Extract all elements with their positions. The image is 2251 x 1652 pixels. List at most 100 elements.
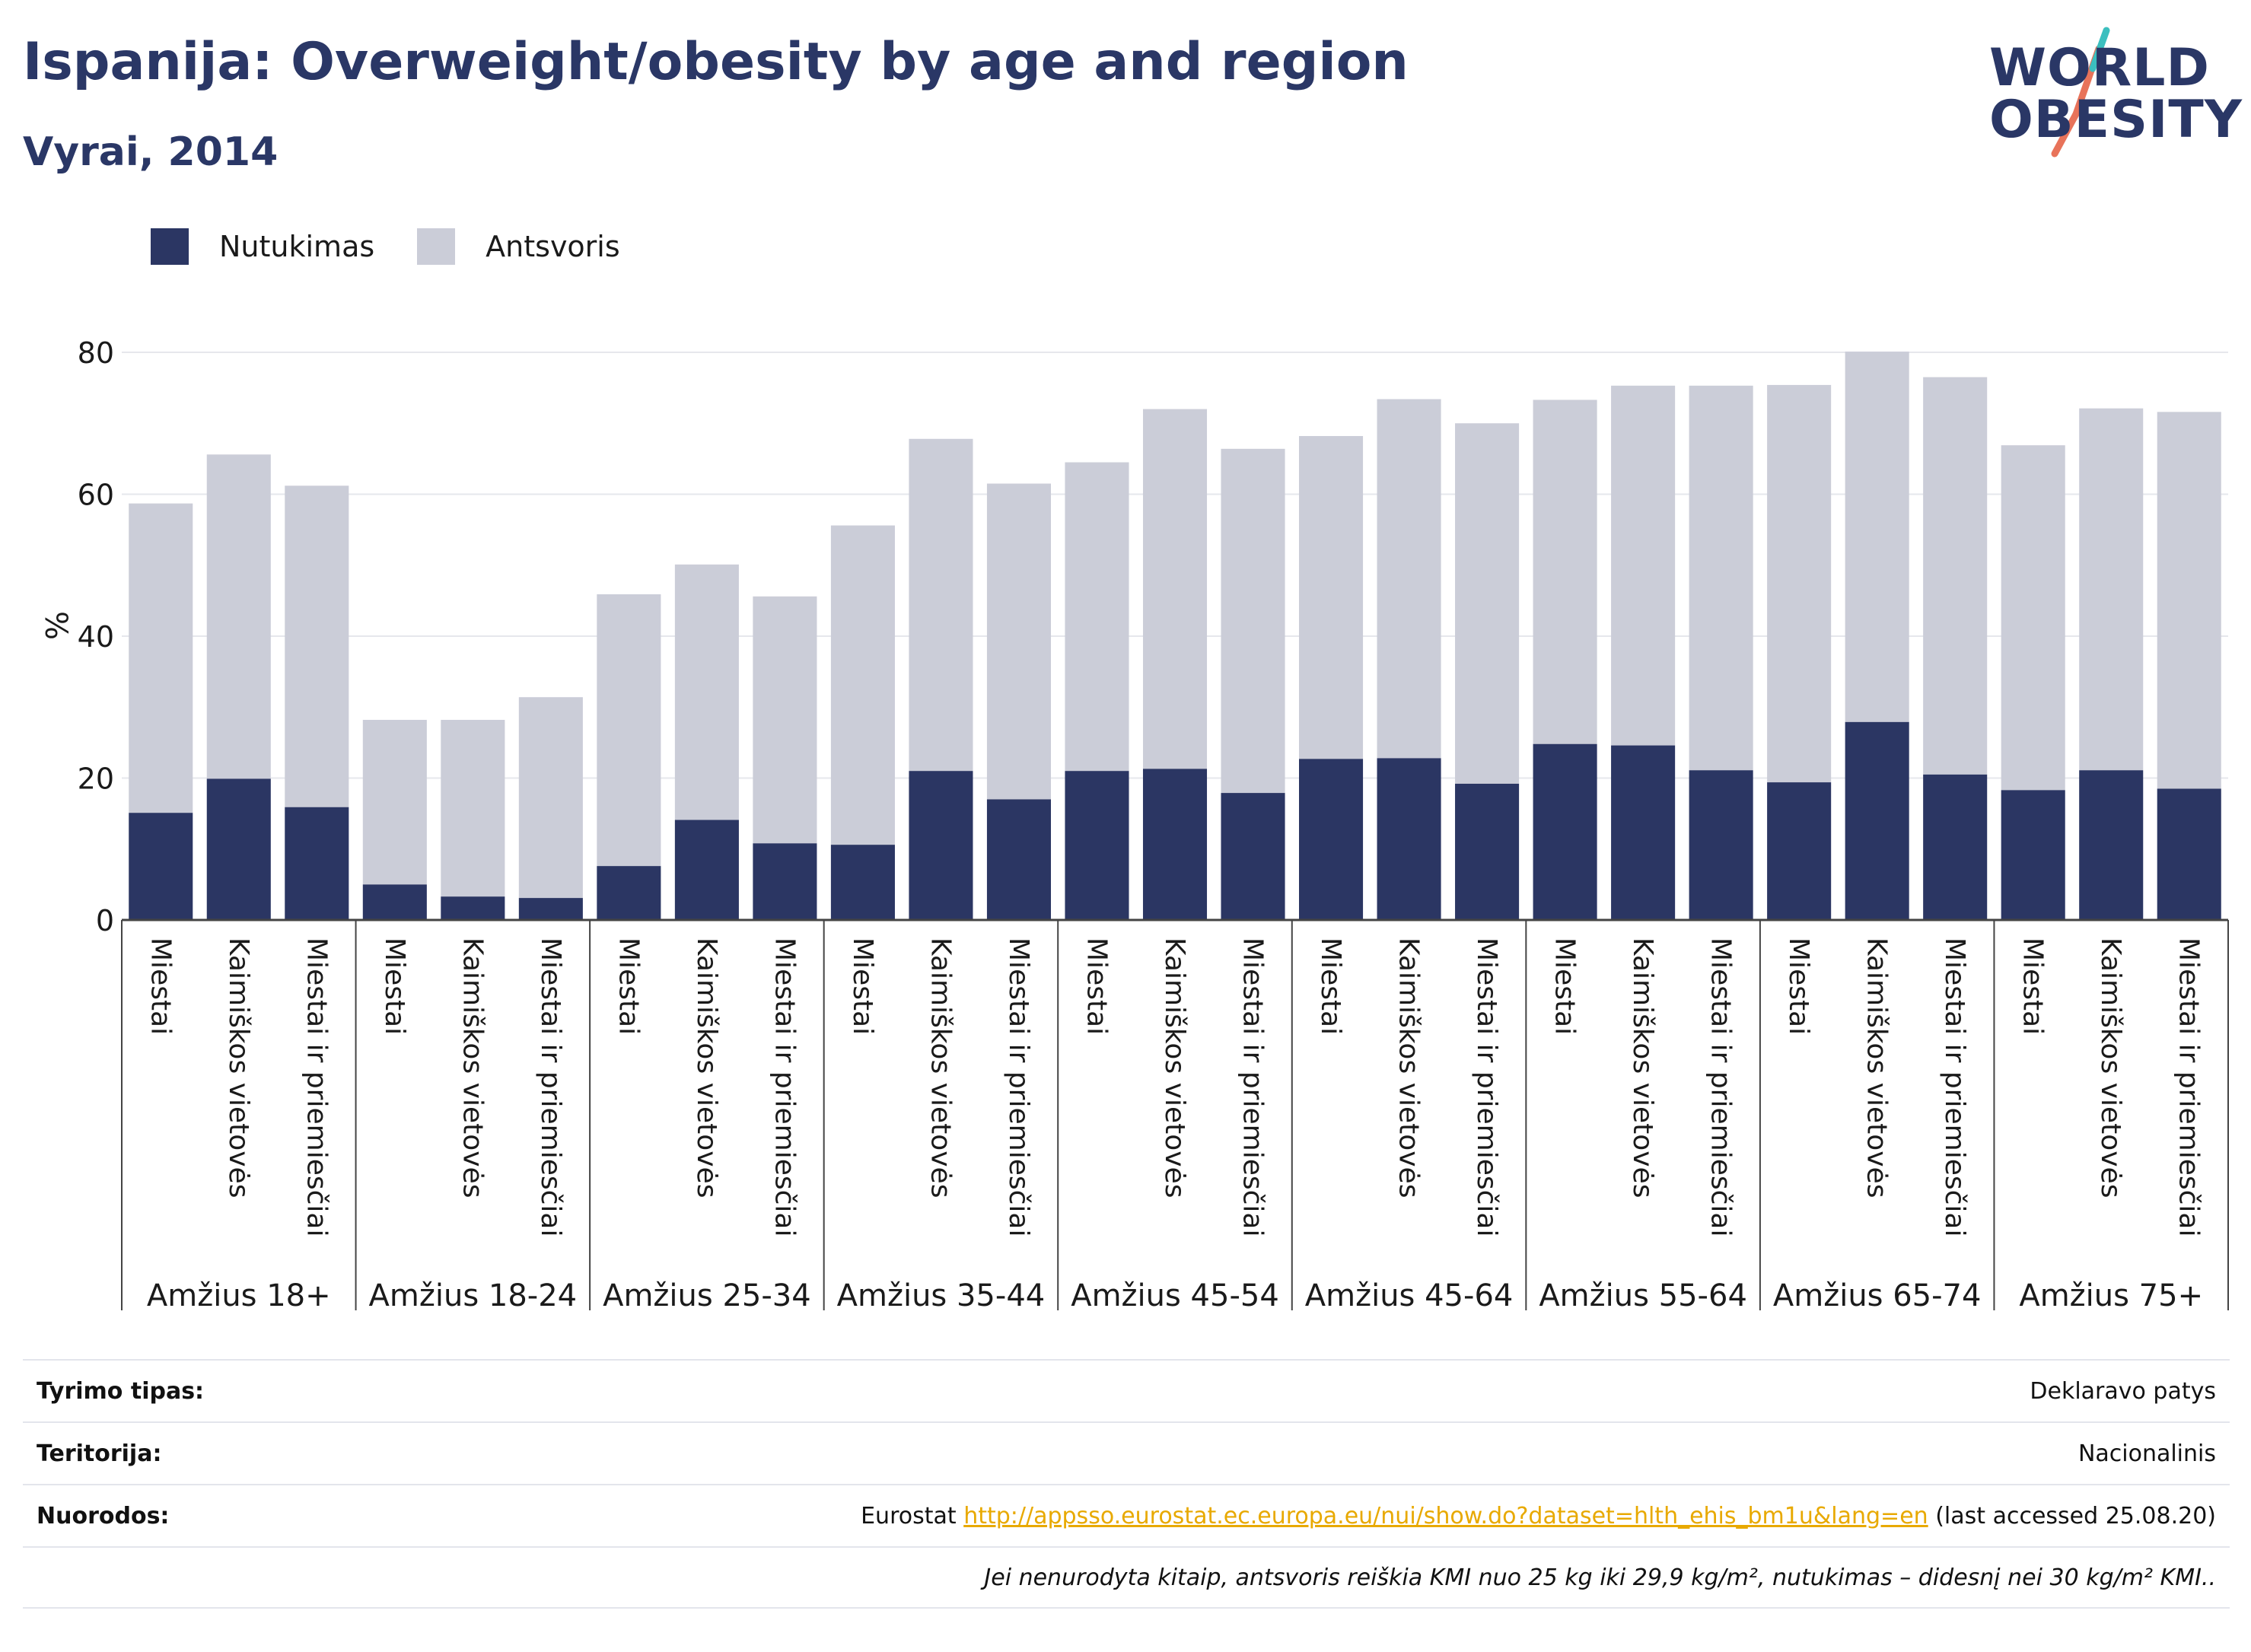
y-tick-label: 80 (78, 336, 114, 370)
bar-obesity (518, 898, 583, 920)
x-tick-label: Miestai (613, 937, 644, 1035)
x-tick-label: Miestai ir priemiesčiai (1939, 937, 1970, 1237)
bar-overweight (1767, 384, 1832, 783)
x-tick-label: Miestai (1081, 937, 1112, 1035)
stacked-bar-chart: 0 20 40 60 80% Miestai Kaimiškos vietovės Miest… (38, 336, 2229, 1313)
x-tick-label: Kaimiškos vietovės (1393, 937, 1425, 1198)
y-tick-label: 60 (78, 479, 114, 512)
x-tick-label: Kaimiškos vietovės (1159, 937, 1190, 1198)
x-tick-label: Miestai ir priemiesčiai (535, 937, 566, 1237)
bar-overweight (753, 596, 817, 844)
bar-obesity (362, 884, 427, 920)
legend-swatch-overweight (417, 228, 456, 265)
x-group-label: Amžius 45-64 (1305, 1278, 1514, 1313)
bar-overweight (1065, 462, 1129, 772)
meta-row-survey: Tyrimo tipas: Deklaravo patys (23, 1359, 2230, 1421)
logo-slash-icon (2051, 27, 2110, 158)
meta-references-label: Nuorodos: (37, 1502, 170, 1529)
meta-references-value: Eurostat http://appsso.eurostat.ec.europ… (861, 1503, 2216, 1529)
bar-overweight (1689, 385, 1753, 771)
bar-overweight (1923, 377, 1988, 775)
x-tick-label: Miestai (1315, 937, 1346, 1035)
x-tick-label: Miestai (379, 937, 410, 1035)
meta-source-link[interactable]: http://appsso.eurostat.ec.europa.eu/nui/… (963, 1502, 1928, 1529)
bar-obesity (206, 778, 271, 920)
x-tick-label: Miestai ir priemiesčiai (1237, 937, 1269, 1237)
meta-row-references: Nuorodos: Eurostat http://appsso.eurosta… (23, 1484, 2230, 1546)
x-tick-label: Miestai ir priemiesčiai (1705, 937, 1737, 1237)
bar-obesity (1299, 759, 1364, 920)
bar-obesity (1923, 774, 1988, 920)
x-tick-label: Miestai ir priemiesčiai (769, 937, 800, 1237)
bar-overweight (518, 697, 583, 899)
page-subtitle: Vyrai, 2014 (23, 129, 279, 175)
y-tick-label: 20 (78, 762, 114, 796)
x-group-label: Amžius 45-54 (1071, 1278, 1279, 1313)
meta-territory-label: Teritorija: (37, 1440, 162, 1467)
page-title: Ispanija: Overweight/obesity by age and … (23, 32, 1409, 92)
meta-row-note: Jei nenurodyta kitaip, antsvoris reiškia… (23, 1546, 2230, 1609)
bar-obesity (1533, 743, 1597, 920)
x-tick-label: Kaimiškos vietovės (925, 937, 956, 1198)
bar-obesity (1689, 770, 1753, 920)
bar-overweight (2001, 445, 2065, 791)
x-tick-label: Kaimiškos vietovės (691, 937, 722, 1198)
logo-line1: WORLD (1989, 38, 2210, 98)
x-group-label: Amžius 65-74 (1773, 1278, 1982, 1313)
bar-overweight (674, 564, 739, 820)
legend-item-obesity[interactable]: Nutukimas (151, 228, 374, 265)
bar-overweight (362, 720, 427, 885)
bar-obesity (1767, 782, 1832, 920)
bar-obesity (1845, 721, 1909, 920)
meta-survey-label: Tyrimo tipas: (37, 1377, 205, 1405)
bar-overweight (129, 503, 193, 813)
bar-overweight (2157, 412, 2221, 789)
bar-obesity (1611, 745, 1676, 920)
bar-overweight (1611, 385, 1676, 746)
bar-overweight (909, 438, 973, 772)
x-group-label: Amžius 35-44 (837, 1278, 1046, 1313)
bar-obesity (2001, 790, 2065, 920)
meta-territory-value: Nacionalinis (2077, 1440, 2216, 1467)
legend-label-overweight: Antsvoris (486, 230, 620, 263)
x-tick-label: Kaimiškos vietovės (223, 937, 254, 1198)
bar-obesity (597, 866, 661, 920)
x-tick-label: Kaimiškos vietovės (1861, 937, 1893, 1198)
x-group-label: Amžius 75+ (2019, 1278, 2203, 1313)
x-group-label: Amžius 55-64 (1539, 1278, 1747, 1313)
bar-overweight (830, 525, 895, 845)
meta-accessed: (last accessed 25.08.20) (1935, 1502, 2216, 1529)
x-tick-label: Miestai (2017, 937, 2049, 1035)
bar-obesity (753, 843, 817, 920)
meta-source-name: Eurostat (861, 1502, 957, 1529)
x-tick-label: Miestai ir priemiesčiai (2173, 937, 2205, 1237)
x-tick-label: Miestai (847, 937, 878, 1035)
x-group-label: Amžius 18-24 (369, 1278, 578, 1313)
bar-overweight (2079, 408, 2144, 771)
bar-obesity (830, 845, 895, 920)
meta-survey-value: Deklaravo patys (2030, 1377, 2216, 1405)
x-tick-label: Miestai (1783, 937, 1814, 1035)
bar-overweight (1455, 423, 1520, 784)
bar-obesity (441, 896, 505, 920)
world-obesity-logo: WORLD OBESITY (1979, 23, 2242, 160)
bar-obesity (986, 799, 1051, 920)
legend-item-overweight[interactable]: Antsvoris (417, 228, 620, 265)
logo-line2: OBESITY (1989, 90, 2243, 150)
bar-overweight (1142, 409, 1208, 769)
bar-overweight (441, 720, 505, 897)
bar-overweight (1845, 352, 1909, 722)
bar-obesity (285, 807, 349, 920)
x-tick-label: Miestai (1549, 937, 1581, 1035)
bar-overweight (285, 485, 349, 807)
chart-legend: Nutukimas Antsvoris (151, 225, 663, 268)
bar-obesity (1455, 783, 1520, 920)
meta-note: Jei nenurodyta kitaip, antsvoris reiškia… (984, 1564, 2216, 1591)
bar-obesity (674, 820, 739, 920)
x-group-label: Amžius 25-34 (603, 1278, 811, 1313)
x-tick-label: Kaimiškos vietovės (2095, 937, 2126, 1198)
metadata-table: Tyrimo tipas: Deklaravo patys Teritorija… (23, 1359, 2230, 1609)
bar-overweight (1221, 448, 1285, 794)
bar-obesity (1065, 771, 1129, 920)
bar-obesity (1221, 793, 1285, 920)
